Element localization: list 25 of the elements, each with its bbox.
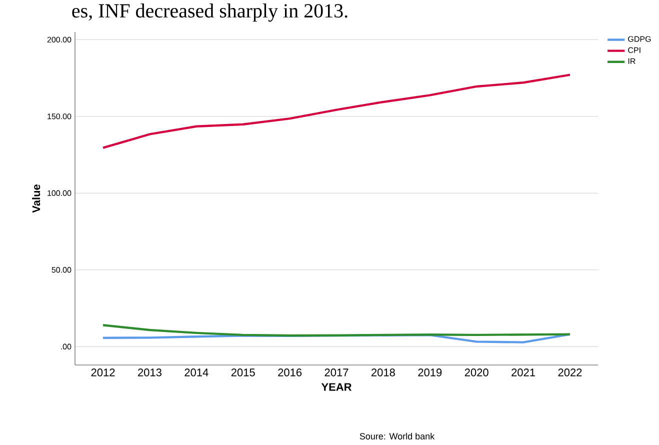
- line-series: [102, 74, 572, 149]
- x-tick-label: 2021: [512, 368, 535, 376]
- x-axis-title: YEAR: [321, 383, 352, 391]
- legend-label: IR: [628, 58, 636, 64]
- legend-label: CPI: [628, 47, 640, 53]
- y-tick-label: 200.00: [47, 36, 72, 43]
- x-tick-label: 2022: [558, 368, 582, 376]
- x-tick-label: 2014: [184, 368, 208, 376]
- x-tick-label: 2012: [91, 368, 115, 376]
- x-tick-label: 2019: [418, 368, 442, 376]
- y-tick-label: 100.00: [48, 190, 72, 196]
- y-tick-label: 150.00: [48, 114, 72, 120]
- x-tick-label: 2020: [464, 368, 488, 376]
- text: Soure: World bank: [360, 432, 435, 440]
- x-tick-label: 2017: [324, 368, 348, 376]
- x-tick-label: 2013: [138, 368, 162, 376]
- line-series: [102, 324, 572, 337]
- x-tick-label: 2018: [372, 368, 395, 376]
- x-tick-label: 2015: [231, 368, 255, 376]
- text: es, INF decreased sharply in 2013.: [72, 4, 348, 22]
- y-tick-label: .00: [61, 344, 72, 350]
- y-axis-title: Value: [32, 184, 40, 213]
- x-tick-label: 2016: [278, 368, 302, 376]
- legend-label: GDPG: [628, 36, 651, 42]
- y-tick-label: 50.00: [52, 267, 72, 273]
